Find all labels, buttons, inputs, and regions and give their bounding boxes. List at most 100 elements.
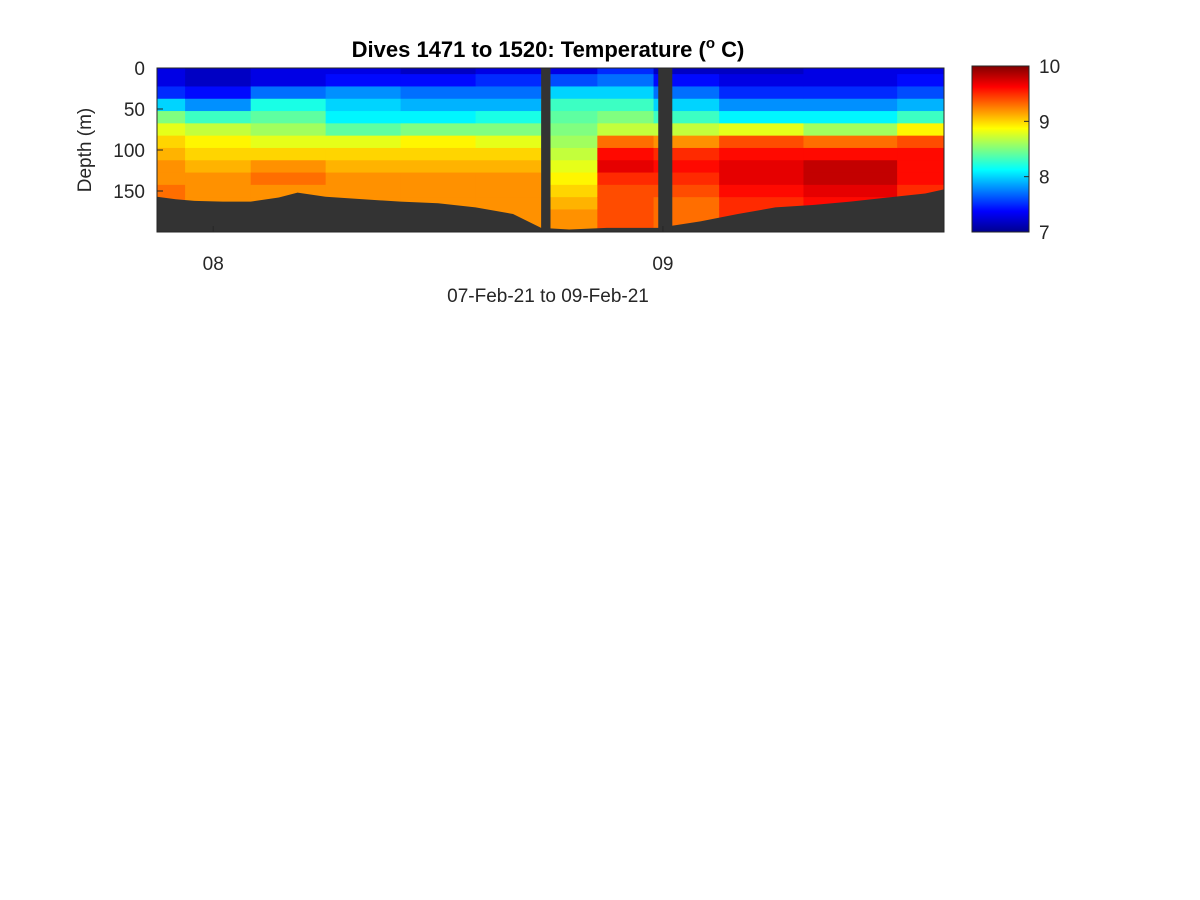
heatmap-cell bbox=[400, 68, 477, 75]
heatmap-cell bbox=[803, 68, 898, 75]
seafloor-area bbox=[157, 189, 944, 232]
y-axis-ticks: 0 50 100 150 bbox=[113, 59, 163, 203]
heatmap-cell bbox=[803, 172, 898, 186]
heatmap-cell bbox=[325, 123, 402, 137]
heatmap-cell bbox=[250, 86, 327, 100]
heatmap-cell bbox=[597, 123, 655, 137]
heatmap-cell bbox=[185, 111, 252, 124]
heatmap-cell bbox=[719, 172, 805, 186]
x-axis-label: 07-Feb-21 to 09-Feb-21 bbox=[447, 286, 649, 307]
heatmap-cell bbox=[897, 160, 944, 174]
data-gap bbox=[658, 68, 673, 232]
heatmap-cell bbox=[897, 74, 944, 88]
heatmap-cell bbox=[719, 68, 805, 75]
y-tick-label: 150 bbox=[113, 182, 145, 203]
heatmap-cell bbox=[803, 147, 898, 161]
heatmap-cell bbox=[250, 135, 327, 149]
colorbar bbox=[971, 65, 1030, 233]
chart-title-unit: C) bbox=[715, 37, 744, 62]
heatmap-cell bbox=[325, 74, 402, 88]
data-gap bbox=[541, 68, 551, 232]
heatmap-cell bbox=[719, 160, 805, 174]
heatmap-cell bbox=[541, 221, 598, 232]
heatmap-cell bbox=[541, 172, 598, 186]
heatmap-cell bbox=[400, 111, 477, 124]
heatmap-cell bbox=[719, 147, 805, 161]
heatmap-cell bbox=[541, 184, 598, 198]
heatmap-cell bbox=[897, 172, 944, 186]
heatmap-cell bbox=[185, 160, 252, 174]
heatmap-cell bbox=[157, 68, 186, 75]
heatmap-cell bbox=[400, 160, 477, 174]
heatmap-cell bbox=[400, 184, 477, 198]
heatmap-cell bbox=[541, 209, 598, 223]
y-tick-label: 50 bbox=[124, 100, 145, 121]
heatmap-cell bbox=[475, 74, 542, 88]
heatmap-cell bbox=[541, 68, 598, 75]
heatmap-cell bbox=[719, 184, 805, 198]
heatmap-cell bbox=[325, 98, 402, 112]
chart-title: Dives 1471 to 1520: Temperature (o C) bbox=[352, 35, 745, 62]
heatmap-cell bbox=[597, 147, 655, 161]
heatmap-cell bbox=[719, 98, 805, 112]
heatmap-cell bbox=[475, 98, 542, 112]
heatmap-cell bbox=[597, 221, 655, 232]
heatmap-cell bbox=[475, 147, 542, 161]
heatmap-cell bbox=[803, 160, 898, 174]
y-tick-label: 100 bbox=[113, 141, 145, 162]
colorbar-ticks: 7 8 9 10 bbox=[1024, 57, 1060, 244]
heatmap-cell bbox=[719, 86, 805, 100]
heatmap-cell bbox=[541, 111, 598, 124]
heatmap-cell bbox=[475, 184, 542, 198]
heatmap-cell bbox=[597, 197, 655, 211]
heatmap-cell bbox=[400, 135, 477, 149]
heatmap-cell bbox=[541, 147, 598, 161]
heatmap-cell bbox=[719, 111, 805, 124]
heatmap-cell bbox=[400, 172, 477, 186]
heatmap-cell bbox=[475, 172, 542, 186]
heatmap-cell bbox=[250, 111, 327, 124]
heatmap-cell bbox=[185, 147, 252, 161]
heatmap-cell bbox=[897, 135, 944, 149]
heatmap-cell bbox=[250, 68, 327, 75]
heatmap-cell bbox=[400, 147, 477, 161]
heatmap-cell bbox=[157, 172, 186, 186]
chart-title-superscript: o bbox=[706, 35, 715, 52]
x-axis-ticks: 08 09 bbox=[203, 226, 673, 275]
heatmap-cell bbox=[400, 98, 477, 112]
heatmap-cell bbox=[803, 86, 898, 100]
heatmap-cell bbox=[400, 74, 477, 88]
heatmap-cell bbox=[157, 74, 186, 88]
y-tick-label: 0 bbox=[134, 59, 145, 80]
heatmap-cell bbox=[597, 135, 655, 149]
heatmap-cell bbox=[597, 111, 655, 124]
heatmap-cell bbox=[325, 172, 402, 186]
heatmap-cell bbox=[803, 111, 898, 124]
heatmap-cell bbox=[475, 197, 542, 211]
heatmap-cell bbox=[157, 98, 186, 112]
heatmap-cell bbox=[250, 147, 327, 161]
heatmap-cell bbox=[325, 147, 402, 161]
heatmap-cell bbox=[541, 123, 598, 137]
heatmap-cell bbox=[541, 135, 598, 149]
heatmap-cell bbox=[325, 68, 402, 75]
heatmap-cell bbox=[157, 111, 186, 124]
heatmap-cell bbox=[185, 184, 252, 198]
heatmap-cell bbox=[597, 86, 655, 100]
seafloor-mask bbox=[157, 189, 944, 232]
heatmap-cell bbox=[597, 184, 655, 198]
heatmap-cell bbox=[475, 160, 542, 174]
colorbar-tick-label: 7 bbox=[1039, 223, 1050, 244]
heatmap-cell bbox=[400, 123, 477, 137]
heatmap-cell bbox=[325, 86, 402, 100]
heatmap-cell bbox=[185, 135, 252, 149]
heatmap-cell bbox=[803, 123, 898, 137]
x-tick-label: 08 bbox=[203, 254, 224, 275]
colorbar-tick-label: 8 bbox=[1039, 168, 1050, 189]
data-gaps bbox=[541, 68, 673, 232]
y-axis-label: Depth (m) bbox=[75, 108, 96, 192]
heatmap-cell bbox=[719, 197, 805, 211]
heatmap-cell bbox=[897, 98, 944, 112]
heatmap-cell bbox=[719, 123, 805, 137]
colorbar-tick-label: 10 bbox=[1039, 57, 1060, 78]
